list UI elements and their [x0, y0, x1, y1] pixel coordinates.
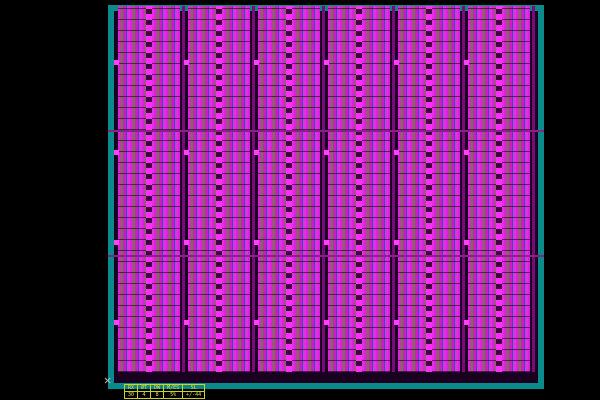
cell-column-block — [118, 6, 180, 372]
table-cell: 30 — [123, 391, 139, 399]
via-pad — [464, 60, 469, 65]
table-header: M/ES — [163, 384, 184, 392]
table-header-row: RX ØT DW M/ES SL — [123, 384, 206, 392]
via-pad — [254, 320, 259, 325]
power-rail — [322, 6, 325, 372]
cell-column-block — [468, 6, 530, 372]
power-rail — [532, 6, 535, 372]
via-pad — [394, 150, 399, 155]
table-cell: 5% — [163, 391, 184, 399]
via-pad — [114, 60, 119, 65]
table-header: RX — [123, 384, 139, 392]
table-header: SL — [182, 384, 206, 392]
via-pad — [394, 240, 399, 245]
via-pad — [464, 240, 469, 245]
table-row: 30 4 8 5% +/-44 — [123, 391, 206, 399]
row-divider — [108, 130, 544, 132]
via-pad — [114, 320, 119, 325]
power-rail — [182, 6, 185, 372]
via-pad — [324, 240, 329, 245]
via-pad — [464, 320, 469, 325]
table-cell: 4 — [137, 391, 152, 399]
table-header: DW — [150, 384, 165, 392]
via-pad — [254, 150, 259, 155]
via-pad — [394, 60, 399, 65]
power-rail — [462, 6, 465, 372]
via-pad — [184, 60, 189, 65]
via-pad — [184, 320, 189, 325]
info-table: RX ØT DW M/ES SL 30 4 8 5% +/-44 — [123, 384, 206, 399]
table-header: ØT — [137, 384, 152, 392]
cell-column-block — [258, 6, 320, 372]
via-pad — [254, 60, 259, 65]
via-pad — [184, 150, 189, 155]
cell-column-block — [398, 6, 460, 372]
power-rail — [392, 6, 395, 372]
power-rail — [252, 6, 255, 372]
via-pad — [254, 240, 259, 245]
via-pad — [324, 60, 329, 65]
via-pad — [394, 320, 399, 325]
cell-column-block — [328, 6, 390, 372]
table-cell: +/-44 — [182, 391, 206, 399]
via-pad — [114, 240, 119, 245]
cell-column-block — [188, 6, 250, 372]
origin-cross-icon: ✕ — [104, 373, 112, 387]
row-divider — [108, 255, 544, 257]
via-pad — [464, 150, 469, 155]
via-pad — [324, 150, 329, 155]
table-cell: 8 — [150, 391, 165, 399]
via-pad — [114, 150, 119, 155]
via-pad — [324, 320, 329, 325]
via-pad — [184, 240, 189, 245]
